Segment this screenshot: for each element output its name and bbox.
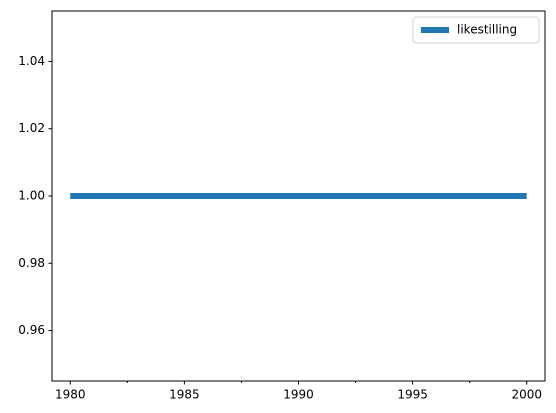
x-tick-label: 1995 xyxy=(397,388,428,402)
x-tick-label: 2000 xyxy=(511,388,542,402)
x-tick-label: 1980 xyxy=(55,388,86,402)
x-tick-label: 1990 xyxy=(283,388,314,402)
y-tick-label: 0.98 xyxy=(18,256,45,270)
y-tick-label: 1.04 xyxy=(18,54,45,68)
y-tick-label: 1.00 xyxy=(18,189,45,203)
legend-label: likestilling xyxy=(457,23,517,37)
legend-box xyxy=(412,16,540,44)
y-tick-label: 0.96 xyxy=(18,323,45,337)
y-tick-label: 1.02 xyxy=(18,121,45,135)
x-tick-label: 1985 xyxy=(169,388,200,402)
